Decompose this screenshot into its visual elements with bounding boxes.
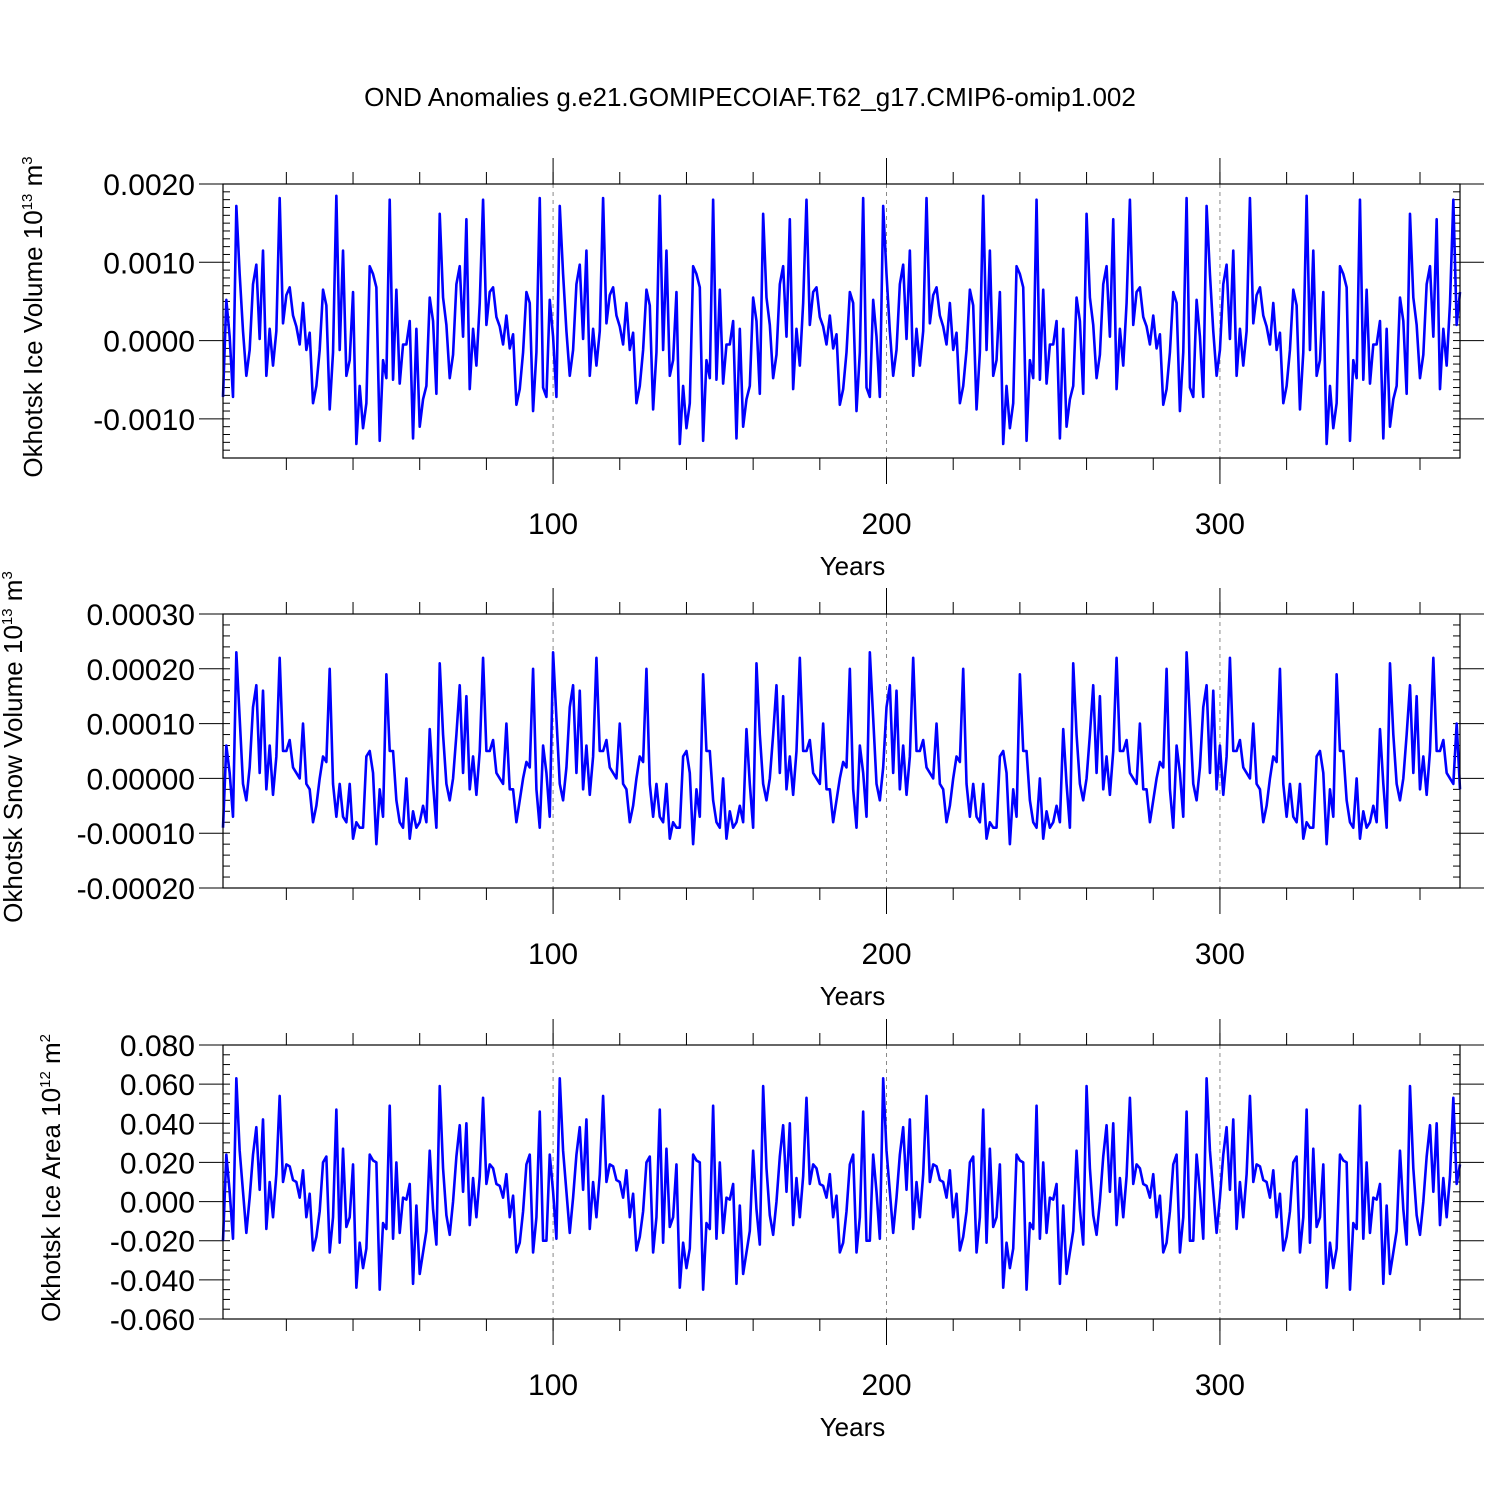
data-series-line (221, 1076, 1462, 1291)
y-tick-label: 0.020 (120, 1147, 195, 1180)
plot-frame (222, 183, 1461, 459)
data-series-line (221, 651, 1462, 846)
y-tick-label: 0.0010 (103, 247, 195, 280)
panel-snow-volume: -0.00020 -0.00010 0.00000 0.00010 0.00020 0.0… (0, 571, 1484, 1011)
y-tick-label: -0.020 (110, 1226, 195, 1259)
plot-frame (222, 1044, 1461, 1320)
x-axis-label: Years (820, 551, 886, 581)
chart-title: OND Anomalies g.e21.GOMIPECOIAF.T62_g17.… (364, 82, 1136, 112)
y-axis-label: Okhotsk Snow Volume 1013 m3 (0, 571, 28, 923)
y-tick-label: 0.00020 (87, 654, 195, 687)
x-tick-label: 200 (861, 1369, 911, 1402)
x-axis-label: Years (820, 981, 886, 1011)
y-tick-label: 0.00010 (87, 709, 195, 742)
y-tick-label: -0.060 (110, 1304, 195, 1337)
x-tick-label: 100 (528, 938, 578, 971)
y-tick-label: 0.0000 (103, 326, 195, 359)
panel-ice-volume: -0.0010 0.0000 0.0010 0.0020 100 200 300 Years O… (18, 156, 1484, 581)
x-tick-label: 200 (861, 508, 911, 541)
x-tick-label: 100 (528, 508, 578, 541)
y-axis-label: Okhotsk Ice Area 1012 m2 (36, 1034, 66, 1322)
y-tick-label: 0.060 (120, 1069, 195, 1102)
y-tick-label: -0.00010 (77, 818, 195, 851)
y-axis-label: Okhotsk Ice Volume 1013 m3 (18, 156, 48, 477)
data-series-line (221, 194, 1462, 446)
x-tick-label: 300 (1195, 1369, 1245, 1402)
y-tick-label: -0.00020 (77, 873, 195, 906)
x-tick-label: 100 (528, 1369, 578, 1402)
x-tick-label: 200 (861, 938, 911, 971)
y-tick-label: -0.040 (110, 1265, 195, 1298)
y-tick-label: 0.080 (120, 1030, 195, 1063)
panel-ice-area: -0.060 -0.040 -0.020 0.000 0.020 0.040 0.060 0.… (36, 1019, 1484, 1442)
y-tick-label: -0.0010 (93, 404, 195, 437)
y-tick-label: 0.00030 (87, 599, 195, 632)
y-tick-label: 0.000 (120, 1187, 195, 1220)
plot-frame (222, 613, 1461, 889)
x-axis-label: Years (820, 1412, 886, 1442)
x-tick-label: 300 (1195, 508, 1245, 541)
y-tick-label: 0.0020 (103, 169, 195, 202)
y-tick-label: 0.040 (120, 1108, 195, 1141)
y-tick-label: 0.00000 (87, 763, 195, 796)
x-tick-label: 300 (1195, 938, 1245, 971)
